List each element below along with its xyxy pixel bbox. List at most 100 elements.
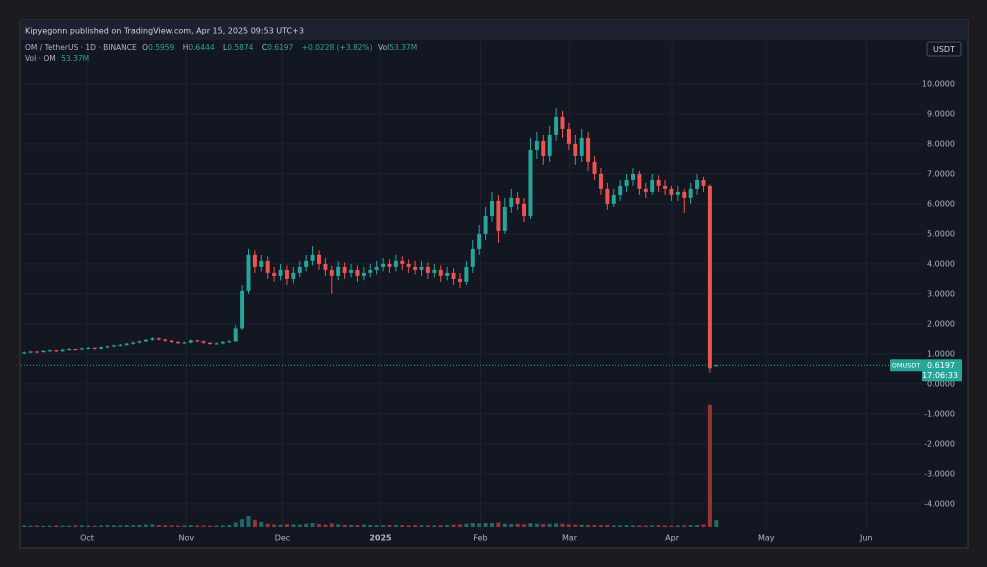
volume-bar	[60, 525, 65, 527]
volume-bar	[304, 523, 309, 527]
candle-body	[105, 346, 110, 348]
legend-item: Vol53.37M	[378, 43, 420, 52]
volume-bar	[368, 524, 373, 527]
candle-body	[400, 260, 405, 264]
value: 0.6444	[188, 43, 215, 52]
label: Vol	[377, 43, 390, 52]
candle-body	[118, 344, 123, 346]
candle-body	[631, 173, 635, 180]
volume-bar	[663, 525, 668, 527]
volume-bar	[92, 525, 97, 527]
volume-bar	[124, 525, 129, 527]
candle-body	[432, 269, 437, 273]
volume-bar	[214, 525, 219, 527]
x-tick-label: Oct	[80, 534, 94, 543]
volume-bar	[637, 525, 642, 527]
candle-body	[131, 342, 136, 344]
volume-bar	[163, 525, 168, 527]
candle-body	[188, 340, 193, 343]
x-tick-label: 2025	[369, 534, 392, 543]
volume-bar	[515, 523, 520, 527]
volume-bar	[547, 523, 552, 527]
value: 53.37M	[61, 54, 90, 63]
candle-body	[688, 188, 693, 198]
candle-body	[342, 266, 347, 273]
candle-body	[259, 260, 264, 267]
currency-button[interactable]	[926, 41, 962, 57]
candle-body	[605, 188, 610, 204]
y-tick-label: -2.0000	[924, 439, 955, 448]
volume-bar	[137, 524, 142, 527]
volume-bar	[695, 525, 700, 527]
volume-bar	[169, 525, 174, 527]
label: L	[223, 43, 228, 52]
candle-body	[669, 188, 674, 195]
candle-body	[566, 128, 571, 144]
candle-body	[374, 266, 379, 270]
y-tick-label: 8.0000	[927, 139, 955, 148]
volume-bar	[265, 523, 270, 527]
volume-bar	[252, 519, 257, 527]
candle-body	[547, 134, 552, 156]
candle-body	[323, 263, 328, 270]
x-tick-label: Feb	[473, 534, 487, 543]
candle-body	[643, 188, 648, 192]
candle-body	[368, 269, 373, 273]
volume-bar	[631, 525, 635, 527]
x-tick-label: May	[758, 534, 775, 543]
volume-bar	[618, 525, 623, 527]
candle-body	[438, 269, 443, 276]
candle-body	[464, 266, 469, 282]
candle-body	[67, 349, 72, 351]
candle-body	[92, 347, 97, 349]
volume-legend: Vol · OM 53.37M	[25, 54, 92, 63]
candle-body	[329, 269, 334, 276]
currency[interactable]: USDT	[933, 45, 955, 54]
candle-body	[393, 260, 398, 267]
candle-body	[637, 173, 642, 189]
candle-body	[675, 191, 680, 195]
volume-bar	[579, 524, 584, 527]
volume-bar	[28, 525, 33, 527]
volume-bar	[291, 524, 296, 527]
candle-body	[541, 140, 546, 156]
volume-bar	[541, 524, 546, 527]
volume-bar	[188, 525, 193, 527]
y-tick-label: 10.0000	[922, 79, 955, 88]
label: H	[182, 43, 189, 52]
candle-body	[522, 203, 527, 216]
candle-body	[73, 349, 78, 351]
volume-bar	[150, 524, 155, 527]
volume-bar	[656, 525, 661, 527]
y-tick-label: 3.0000	[927, 289, 955, 298]
candle-body	[509, 197, 514, 207]
candle-body	[41, 350, 46, 353]
volume-bar	[560, 523, 565, 527]
candle-body	[272, 272, 277, 276]
candle-body	[124, 343, 129, 345]
volume-bar	[156, 525, 161, 527]
candle-body	[99, 347, 104, 349]
volume-bar	[707, 404, 712, 527]
candle-body	[419, 266, 424, 270]
candle-body	[265, 260, 270, 273]
volume-bar	[105, 525, 110, 527]
volume-bar	[336, 524, 341, 527]
volume-bar	[233, 522, 238, 527]
candle-body	[586, 137, 591, 162]
volume-bar	[643, 525, 648, 527]
candle-body	[560, 116, 565, 129]
volume-bar	[111, 525, 116, 527]
candle-body	[611, 194, 616, 204]
chart-frame	[19, 19, 969, 549]
candle-body	[515, 197, 520, 204]
candle-body	[284, 269, 289, 279]
x-tick-label: Mar	[562, 534, 578, 543]
volume-bar	[54, 525, 59, 527]
volume-bar	[22, 525, 27, 527]
volume-bar	[522, 524, 527, 527]
candle-body	[656, 179, 661, 186]
volume-bar	[374, 525, 379, 527]
candle-body	[163, 339, 168, 341]
